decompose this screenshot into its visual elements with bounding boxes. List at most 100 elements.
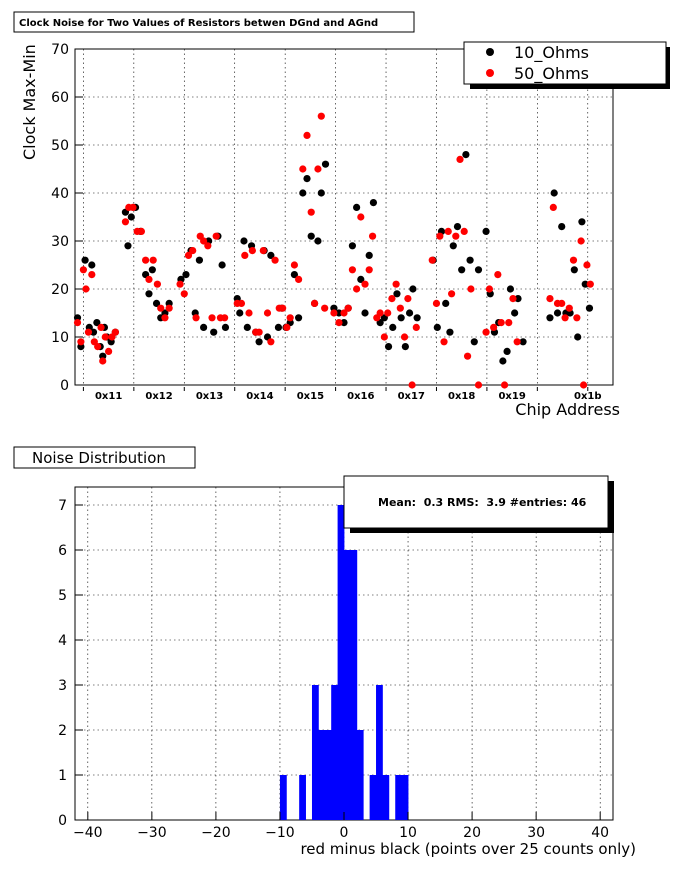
data-point-10-ohms — [243, 323, 251, 331]
data-point-10-ohms — [218, 261, 226, 269]
histogram-y-tick-label: 1 — [58, 768, 67, 784]
data-point-50-ohms — [436, 232, 444, 240]
data-point-10-ohms — [353, 203, 361, 211]
data-point-10-ohms — [446, 328, 454, 336]
data-point-10-ohms — [81, 256, 89, 264]
data-point-50-ohms — [448, 290, 456, 298]
data-point-10-ohms — [506, 285, 515, 293]
data-point-50-ohms — [569, 256, 578, 264]
data-point-10-ohms — [307, 232, 315, 240]
data-point-50-ohms — [204, 242, 212, 250]
data-point-10-ohms — [317, 189, 325, 197]
data-point-50-ohms — [404, 295, 412, 303]
scatter-x-categories: 0x11 0x12 0x13 0x14 0x15 0x16 0x17 0x18 0x19 0x1b — [82, 387, 602, 402]
data-point-50-ohms — [73, 319, 82, 327]
data-point-10-ohms — [357, 275, 365, 283]
data-point-10-ohms — [393, 290, 401, 298]
scatter-x-category-label: 0x1b — [574, 391, 602, 402]
histogram-panel: Noise Distribution 0 1 2 3 4 5 6 7 −40 −30 −20 −10… — [13, 446, 636, 858]
data-point-50-ohms — [137, 227, 146, 235]
scatter-title-box — [13, 11, 415, 33]
data-point-10-ohms — [303, 175, 311, 183]
data-point-50-ohms — [94, 343, 102, 351]
scatter-x-category-label: 0x14 — [246, 391, 273, 402]
data-point-50-ohms — [467, 285, 475, 293]
histogram-bar — [382, 775, 390, 820]
scatter-x-category-label: 0x13 — [196, 391, 223, 402]
data-point-50-ohms — [317, 112, 325, 120]
scatter-x-category-label: 0x12 — [145, 391, 172, 402]
data-point-10-ohms — [470, 338, 478, 346]
data-point-10-ohms — [321, 160, 330, 168]
data-point-50-ohms — [111, 328, 119, 336]
data-point-10-ohms — [442, 299, 450, 307]
data-point-10-ohms — [335, 309, 343, 317]
histogram-x-tick-label: 0 — [340, 825, 349, 841]
histogram-x-tick-label: 20 — [463, 825, 481, 841]
histogram-title-box — [13, 446, 196, 469]
data-point-10-ohms — [458, 266, 466, 274]
data-point-10-ohms — [195, 256, 204, 264]
scatter-y-tick-label: 50 — [51, 138, 69, 154]
data-point-10-ohms — [519, 338, 527, 346]
data-point-10-ohms — [578, 218, 586, 226]
data-point-50-ohms — [412, 323, 420, 331]
data-point-50-ohms — [428, 256, 436, 264]
data-point-50-ohms — [561, 314, 569, 322]
histogram-x-tick-label: −20 — [201, 825, 231, 841]
scatter-x-category-label: 0x15 — [297, 391, 324, 402]
data-point-50-ohms — [161, 314, 169, 322]
data-point-50-ohms — [237, 299, 246, 307]
data-point-50-ohms — [573, 314, 581, 322]
data-point-50-ohms — [241, 251, 249, 259]
data-point-10-ohms — [574, 333, 582, 341]
data-point-50-ohms — [208, 314, 216, 322]
data-point-50-ohms — [105, 347, 113, 355]
data-point-10-ohms — [93, 319, 101, 327]
data-point-10-ohms — [182, 271, 190, 279]
data-point-10-ohms — [558, 223, 566, 231]
scatter-points — [73, 112, 594, 389]
histogram-bar — [344, 550, 351, 820]
data-point-50-ohms — [482, 328, 490, 336]
scatter-x-category-label: 0x17 — [398, 391, 425, 402]
data-point-50-ohms — [180, 290, 188, 298]
data-point-10-ohms — [585, 304, 594, 312]
data-point-50-ohms — [456, 155, 464, 163]
data-point-50-ohms — [121, 218, 130, 226]
histogram-bar — [356, 730, 364, 820]
data-point-50-ohms — [577, 237, 585, 245]
data-point-50-ohms — [330, 309, 338, 317]
data-point-10-ohms — [511, 309, 519, 317]
data-point-50-ohms — [129, 203, 137, 211]
data-point-50-ohms — [408, 381, 416, 389]
data-point-10-ohms — [433, 323, 441, 331]
data-point-50-ohms — [184, 251, 193, 259]
data-point-50-ohms — [500, 381, 509, 389]
data-point-50-ohms — [101, 333, 109, 341]
histogram-y-ticks: 0 1 2 3 4 5 6 7 — [58, 498, 83, 829]
data-point-50-ohms — [353, 285, 361, 293]
data-point-50-ohms — [286, 314, 294, 322]
data-point-50-ohms — [388, 295, 396, 303]
histogram-bar — [376, 685, 383, 820]
histogram-x-tick-label: −10 — [265, 825, 295, 841]
data-point-50-ohms — [295, 275, 303, 283]
data-point-50-ohms — [321, 304, 329, 312]
data-point-50-ohms — [384, 309, 392, 317]
data-point-10-ohms — [255, 338, 263, 346]
data-point-10-ohms — [145, 290, 153, 298]
data-point-10-ohms — [365, 251, 373, 259]
scatter-x-category-label: 0x16 — [347, 391, 374, 402]
data-point-10-ohms — [389, 323, 397, 331]
data-point-10-ohms — [348, 242, 357, 250]
data-point-50-ohms — [290, 261, 299, 269]
data-point-10-ohms — [88, 261, 96, 269]
legend-label-10-ohms: 10_Ohms — [514, 43, 589, 63]
scatter-legend: 10_Ohms 50_Ohms — [463, 41, 670, 89]
scatter-y-tick-label: 60 — [51, 90, 69, 106]
scatter-y-tick-label: 40 — [51, 186, 69, 202]
histogram-bar — [350, 550, 358, 820]
data-point-50-ohms — [176, 280, 184, 288]
